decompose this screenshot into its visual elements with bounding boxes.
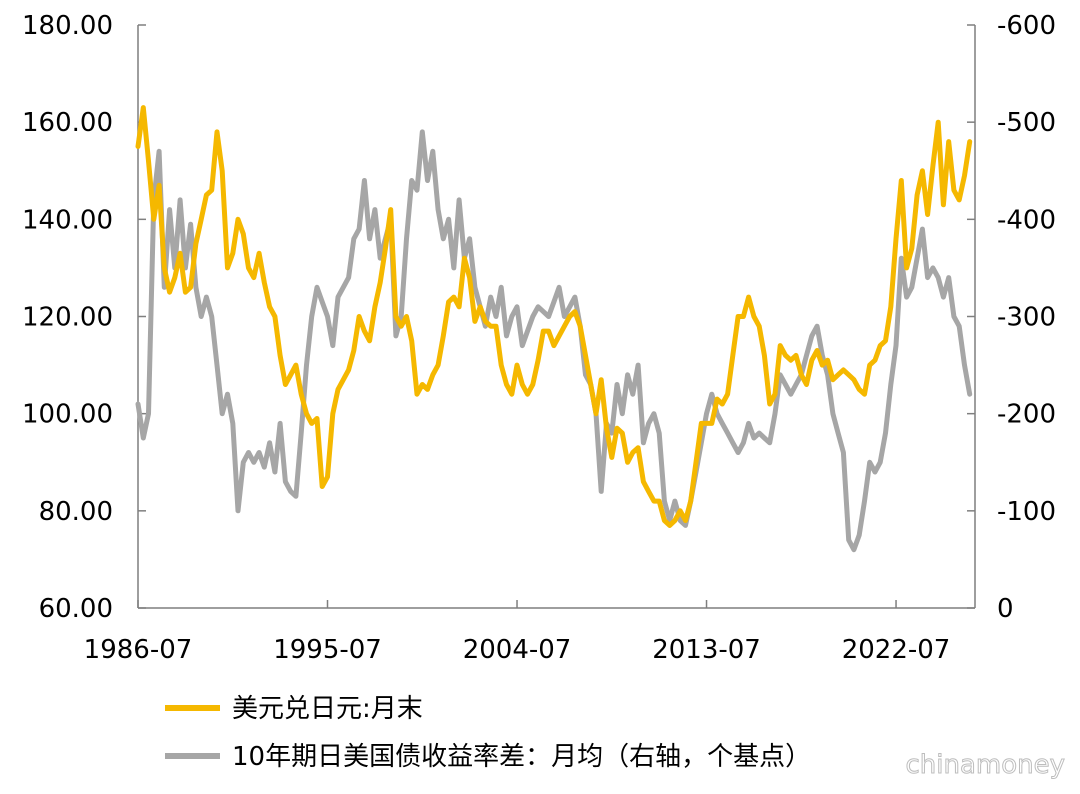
- y-left-tick-label: 180.00: [22, 11, 113, 41]
- y-left-tick-label: 140.00: [22, 205, 113, 235]
- y-right-tick-label: -400: [997, 205, 1056, 235]
- y-left-tick-label: 100.00: [22, 400, 113, 430]
- series-line-usdjpy: [135, 105, 973, 528]
- series-line-yield-spread: [135, 129, 973, 553]
- x-tick-label: 1986-07: [84, 635, 193, 665]
- watermark: chinamoney: [905, 750, 1065, 780]
- y-left-tick-label: 120.00: [22, 303, 113, 333]
- y-right-tick-label: -500: [997, 108, 1056, 138]
- y-right-tick-label: -300: [997, 303, 1056, 333]
- x-tick-label: 2004-07: [463, 635, 572, 665]
- x-tick-label: 2013-07: [652, 635, 761, 665]
- y-left-tick-label: 160.00: [22, 108, 113, 138]
- y-right-tick-label: -100: [997, 497, 1056, 527]
- chart-axes: 60.00 80.00 100.00 120.00 140.00 160.00 180.00…: [22, 11, 1056, 665]
- series-layer: [135, 105, 973, 553]
- x-tick-label: 2022-07: [842, 635, 951, 665]
- y-left-tick-label: 60.00: [39, 594, 113, 624]
- legend-label: 10年期日美国债收益率差：月均（右轴，个基点）: [232, 742, 811, 772]
- y-right-tick-label: -600: [997, 11, 1056, 41]
- x-tick-label: 1995-07: [273, 635, 382, 665]
- y-left-tick-label: 80.00: [39, 497, 113, 527]
- y-right-tick-label: 0: [997, 594, 1014, 624]
- legend: 美元兑日元:月末 10年期日美国债收益率差：月均（右轴，个基点）: [165, 694, 811, 772]
- y-right-tick-label: -200: [997, 400, 1056, 430]
- legend-label: 美元兑日元:月末: [232, 694, 423, 724]
